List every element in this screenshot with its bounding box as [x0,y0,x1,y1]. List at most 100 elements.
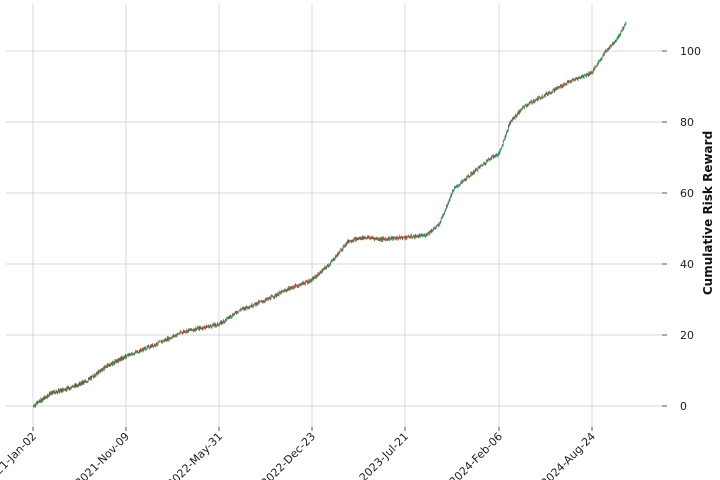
y-tick-label: 80 [680,116,694,129]
candle [239,307,241,311]
candle [369,236,371,241]
candle [179,332,180,335]
candle [501,146,503,150]
candle [472,172,474,176]
candle [477,167,479,173]
candle [451,193,453,196]
candle [500,148,502,151]
candle [349,240,350,243]
candle [314,277,316,279]
candle [301,282,303,284]
candle [188,328,190,333]
candle [499,151,500,155]
candle [281,289,283,293]
candle [389,236,390,241]
candle [345,242,347,248]
candle [355,236,356,242]
candle [174,335,175,337]
candle [313,276,315,279]
candle [464,178,466,181]
candle [427,234,428,236]
candle [560,84,561,88]
candle [236,311,238,314]
candle [372,237,374,240]
candle [172,334,174,338]
candle [328,263,330,268]
candle [459,184,461,186]
candle [143,347,145,352]
candle [458,183,460,187]
candle [390,237,392,240]
candle [132,354,133,356]
candle [620,33,621,36]
candle [130,352,132,356]
candle [384,237,386,241]
candle [134,350,136,354]
candle [146,348,147,351]
candle [563,83,565,87]
y-axis-label: Cumulative Risk Reward [701,131,715,295]
candle [224,320,226,322]
candle [132,351,134,356]
candle [228,316,229,320]
candle [138,351,140,355]
candle [350,240,352,243]
candle [503,138,505,142]
candle [459,184,460,187]
x-tick-label: 2021-Nov-09 [73,430,132,480]
candle [422,233,424,238]
candle [374,237,376,239]
candle [402,236,404,241]
candle [355,236,357,239]
candle [257,300,259,306]
candle [454,186,456,189]
candle [295,284,297,286]
candle [333,258,335,262]
candle [520,110,521,113]
candle [363,236,365,240]
candle [162,339,164,344]
candle [298,284,300,289]
candle [271,294,272,298]
candle [614,40,616,45]
candle [323,268,324,271]
candle [241,307,243,311]
candle [204,326,206,331]
candle [563,82,564,88]
candle [145,346,147,352]
candle [394,237,395,239]
candle [484,162,485,166]
candle [220,320,221,325]
candle [234,312,236,316]
candle [189,328,191,331]
candle [385,237,387,240]
candle [456,184,458,188]
candle [371,236,373,239]
candle [261,301,263,304]
candle [247,306,249,310]
candle [299,282,301,286]
candle [200,327,202,329]
candle [354,237,355,240]
candle [391,237,393,242]
candle [300,284,302,287]
candle [502,140,504,147]
candle [460,181,462,184]
candle [442,213,444,216]
candle [600,57,602,61]
candle [491,155,492,160]
candle [159,339,161,342]
candle [312,275,314,279]
candle [308,278,309,284]
candle [391,236,393,241]
candle [511,120,513,122]
candle [349,239,351,242]
candle [144,347,146,349]
candle [347,238,348,245]
candle [617,36,618,39]
candle [302,282,304,285]
candle [614,39,616,43]
candle [218,324,219,326]
candle [438,222,440,226]
